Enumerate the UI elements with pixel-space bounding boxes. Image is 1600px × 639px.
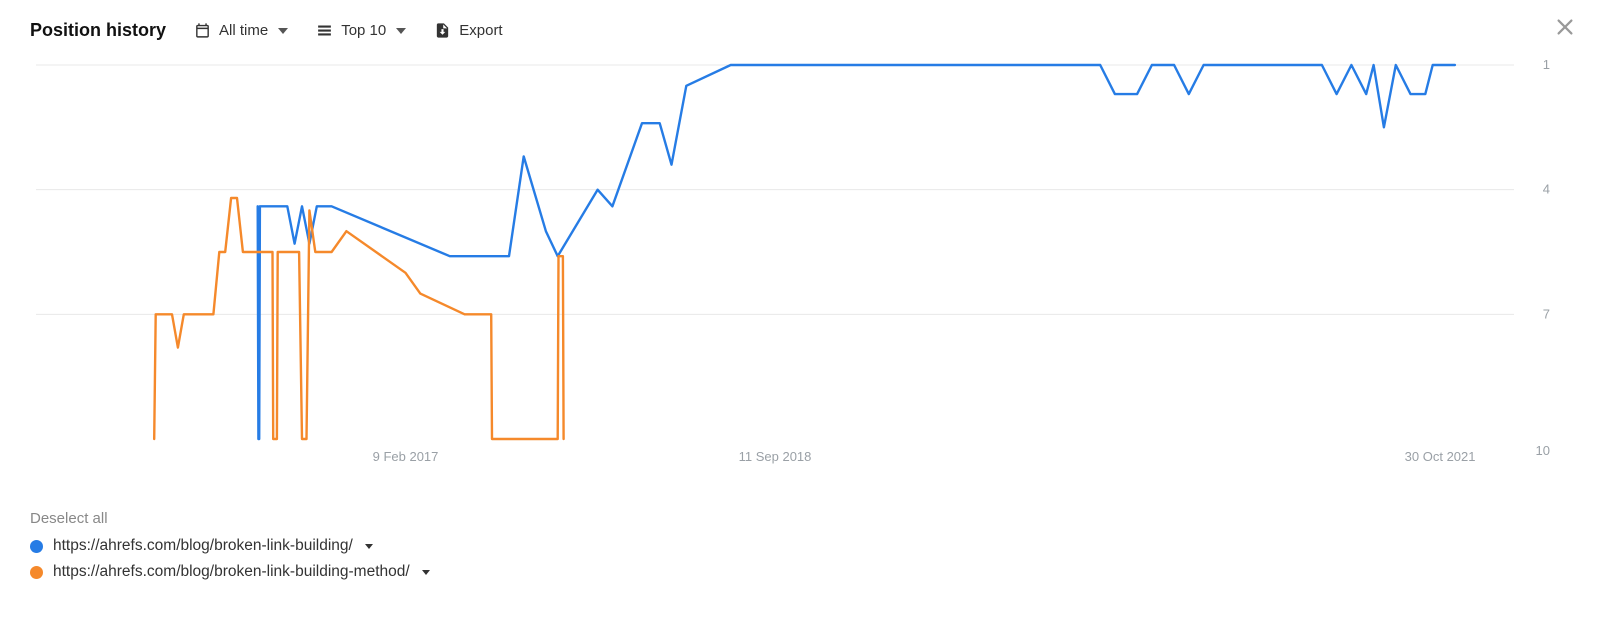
chevron-down-icon bbox=[396, 28, 406, 34]
page-title: Position history bbox=[30, 20, 166, 41]
list-icon bbox=[316, 22, 333, 39]
top-n-label: Top 10 bbox=[341, 22, 386, 39]
legend: Deselect all https://ahrefs.com/blog/bro… bbox=[30, 510, 1570, 581]
svg-text:9 Feb 2017: 9 Feb 2017 bbox=[373, 449, 439, 464]
svg-text:4: 4 bbox=[1543, 182, 1550, 197]
svg-text:1: 1 bbox=[1543, 59, 1550, 72]
close-button[interactable] bbox=[1554, 16, 1576, 43]
svg-text:7: 7 bbox=[1543, 306, 1550, 321]
svg-text:30 Oct 2021: 30 Oct 2021 bbox=[1405, 449, 1476, 464]
legend-label: https://ahrefs.com/blog/broken-link-buil… bbox=[53, 563, 410, 581]
chevron-down-icon bbox=[422, 570, 430, 575]
chevron-down-icon bbox=[365, 544, 373, 549]
position-history-chart: 1 4 7 10 9 Feb 2017 11 Sep 2018 30 Oct 2021 bbox=[30, 59, 1570, 484]
svg-text:10: 10 bbox=[1536, 443, 1550, 458]
download-file-icon bbox=[434, 22, 451, 39]
svg-text:11 Sep 2018: 11 Sep 2018 bbox=[739, 449, 812, 464]
legend-label: https://ahrefs.com/blog/broken-link-buil… bbox=[53, 537, 353, 555]
legend-item[interactable]: https://ahrefs.com/blog/broken-link-buil… bbox=[30, 563, 1570, 581]
deselect-all-link[interactable]: Deselect all bbox=[30, 510, 1570, 527]
export-label: Export bbox=[459, 22, 502, 39]
time-range-label: All time bbox=[219, 22, 268, 39]
top-n-dropdown[interactable]: Top 10 bbox=[316, 22, 406, 39]
time-range-dropdown[interactable]: All time bbox=[194, 22, 288, 39]
legend-color-dot bbox=[30, 540, 43, 553]
chevron-down-icon bbox=[278, 28, 288, 34]
legend-color-dot bbox=[30, 566, 43, 579]
export-button[interactable]: Export bbox=[434, 22, 502, 39]
calendar-icon bbox=[194, 22, 211, 39]
legend-item[interactable]: https://ahrefs.com/blog/broken-link-buil… bbox=[30, 537, 1570, 555]
header-bar: Position history All time Top 10 Export bbox=[30, 20, 1570, 41]
